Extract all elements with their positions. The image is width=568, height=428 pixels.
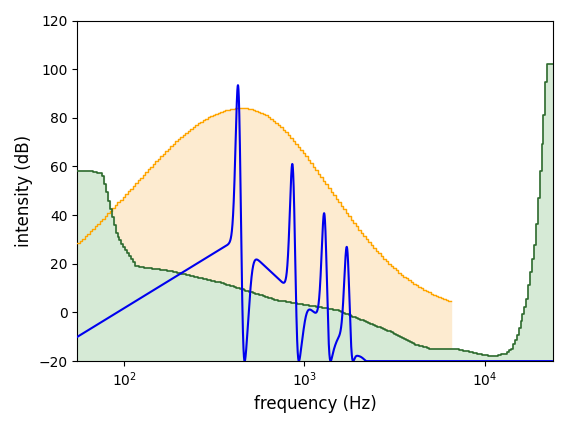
- Y-axis label: intensity (dB): intensity (dB): [15, 135, 33, 247]
- X-axis label: frequency (Hz): frequency (Hz): [254, 395, 377, 413]
